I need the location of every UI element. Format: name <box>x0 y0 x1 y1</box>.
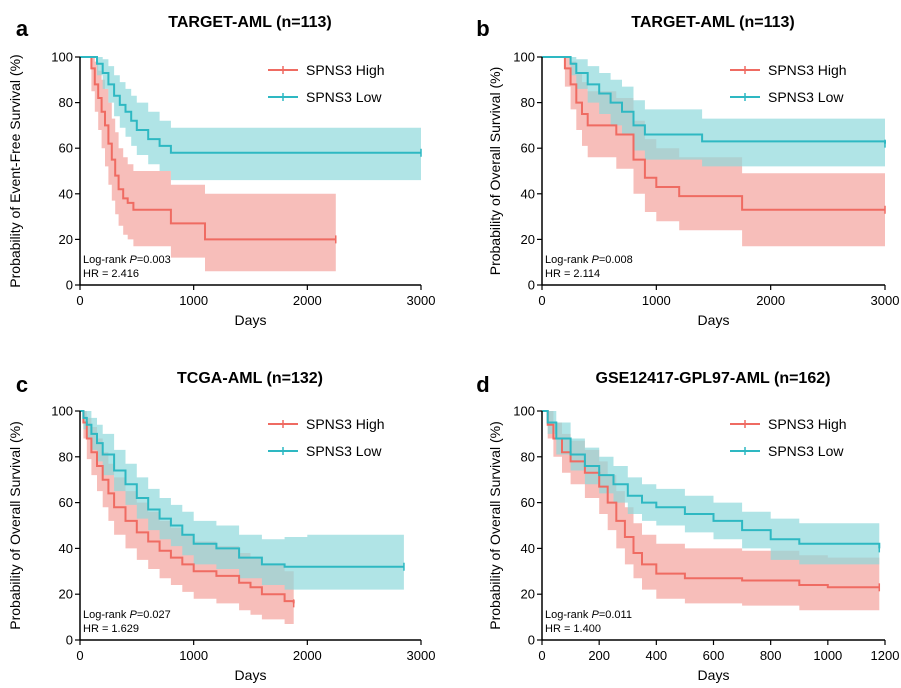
legend-label-low: SPNS3 Low <box>306 443 382 459</box>
survival-curve-high <box>80 56 336 241</box>
y-tick-label: 40 <box>59 186 73 201</box>
x-tick-label: 3000 <box>871 293 900 308</box>
legend-label-high: SPNS3 High <box>768 62 847 78</box>
x-tick-label: 0 <box>538 648 545 663</box>
survival-curve-low <box>80 56 421 154</box>
survival-curve-low <box>542 56 886 144</box>
legend-label-high: SPNS3 High <box>306 62 385 78</box>
y-tick-label: 80 <box>521 95 535 110</box>
y-tick-label: 80 <box>59 449 73 464</box>
x-tick-label: 3000 <box>407 293 436 308</box>
x-tick-label: 1200 <box>871 648 900 663</box>
y-tick-label: 0 <box>66 278 73 293</box>
panel-letter: b <box>476 16 489 41</box>
y-tick-label: 80 <box>521 449 535 464</box>
panel-title: TCGA-AML (n=132) <box>177 370 323 387</box>
x-tick-label: 1000 <box>642 293 671 308</box>
y-axis-label: Probability of Event-Free Survival (%) <box>7 54 23 287</box>
legend-label-low: SPNS3 Low <box>768 89 844 105</box>
y-tick-label: 0 <box>528 633 535 648</box>
y-tick-label: 20 <box>521 587 535 602</box>
survival-curve-high <box>542 410 880 589</box>
x-tick-label: 2000 <box>293 648 322 663</box>
y-tick-label: 100 <box>51 404 73 419</box>
x-tick-label: 0 <box>76 293 83 308</box>
y-tick-label: 20 <box>521 232 535 247</box>
panel-d: d GSE12417-GPL97-AML (n=162)0204060801000… <box>476 370 899 683</box>
hazard-ratio: HR = 2.114 <box>545 268 600 280</box>
x-tick-label: 800 <box>760 648 782 663</box>
y-tick-label: 60 <box>59 141 73 156</box>
panel-title: TARGET-AML (n=113) <box>631 14 794 31</box>
logrank-p-value: Log-rank P=0.011 <box>545 609 632 621</box>
panel-letter: a <box>16 16 29 41</box>
y-tick-label: 60 <box>59 495 73 510</box>
x-tick-label: 0 <box>76 648 83 663</box>
panel-title: GSE12417-GPL97-AML (n=162) <box>596 370 831 387</box>
x-axis-label: Days <box>698 667 730 683</box>
x-tick-label: 2000 <box>293 293 322 308</box>
y-tick-label: 0 <box>528 278 535 293</box>
confidence-band-low <box>80 57 421 181</box>
y-tick-label: 0 <box>66 633 73 648</box>
confidence-band-low <box>542 411 880 569</box>
hazard-ratio: HR = 2.416 <box>83 268 139 280</box>
logrank-p-value: Log-rank P=0.003 <box>83 254 171 266</box>
legend-label-low: SPNS3 Low <box>768 443 844 459</box>
survival-curve-low <box>80 410 404 568</box>
logrank-p-value: Log-rank P=0.027 <box>83 609 171 621</box>
y-axis-label: Probability of Overall Survival (%) <box>487 67 503 276</box>
x-tick-label: 1000 <box>179 293 208 308</box>
x-tick-label: 400 <box>645 648 667 663</box>
y-tick-label: 40 <box>521 541 535 556</box>
panel-title: TARGET-AML (n=113) <box>168 14 331 31</box>
x-tick-label: 600 <box>703 648 725 663</box>
y-tick-label: 100 <box>513 50 535 65</box>
x-tick-label: 3000 <box>407 648 436 663</box>
x-axis-label: Days <box>235 667 267 683</box>
confidence-band-high <box>542 411 880 611</box>
y-tick-label: 100 <box>51 50 73 65</box>
confidence-band-high <box>80 57 336 272</box>
x-axis-label: Days <box>698 312 730 328</box>
hazard-ratio: HR = 1.400 <box>545 623 601 635</box>
x-tick-label: 2000 <box>756 293 785 308</box>
panel-letter: d <box>476 372 489 397</box>
y-tick-label: 80 <box>59 95 73 110</box>
legend-label-low: SPNS3 Low <box>306 89 382 105</box>
y-tick-label: 40 <box>521 186 535 201</box>
x-tick-label: 200 <box>588 648 610 663</box>
x-tick-label: 1000 <box>179 648 208 663</box>
panel-letter: c <box>16 372 28 397</box>
y-tick-label: 40 <box>59 541 73 556</box>
logrank-p-value: Log-rank P=0.008 <box>545 254 633 266</box>
y-tick-label: 20 <box>59 587 73 602</box>
survival-curve-low <box>542 410 881 549</box>
x-axis-label: Days <box>235 312 267 328</box>
confidence-band-low <box>80 411 404 590</box>
y-tick-label: 60 <box>521 141 535 156</box>
y-tick-label: 60 <box>521 495 535 510</box>
legend-label-high: SPNS3 High <box>306 416 385 432</box>
y-tick-label: 20 <box>59 232 73 247</box>
survival-curve-high <box>542 56 885 211</box>
y-axis-label: Probability of Overall Survival (%) <box>7 421 23 630</box>
y-axis-label: Probability of Overall Survival (%) <box>487 421 503 630</box>
x-tick-label: 1000 <box>813 648 842 663</box>
y-tick-label: 100 <box>513 404 535 419</box>
hazard-ratio: HR = 1.629 <box>83 623 139 635</box>
survival-curve-high <box>80 410 295 604</box>
legend-label-high: SPNS3 High <box>768 416 847 432</box>
x-tick-label: 0 <box>538 293 545 308</box>
